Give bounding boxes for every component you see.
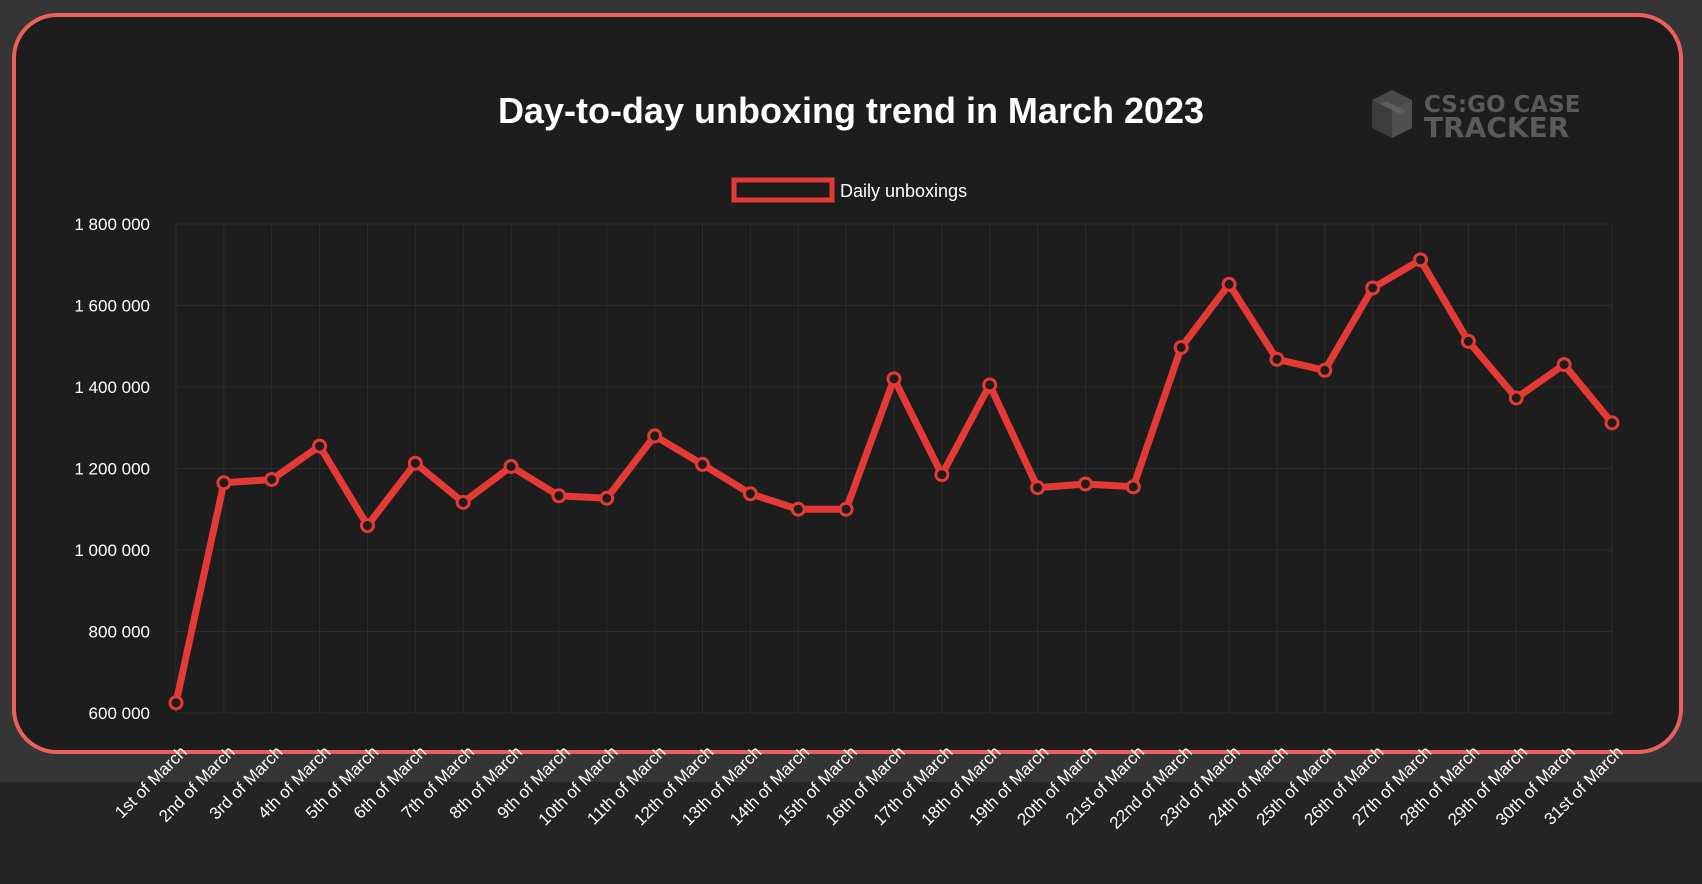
data-point xyxy=(1173,339,1189,355)
data-point xyxy=(647,428,663,444)
data-point xyxy=(599,490,615,506)
data-point xyxy=(359,518,375,534)
grid xyxy=(175,223,1613,714)
data-point xyxy=(216,475,232,491)
data-point xyxy=(1317,362,1333,378)
data-point xyxy=(407,455,423,471)
data-point xyxy=(934,467,950,483)
logo-line1: CS:GO CASE xyxy=(1424,92,1580,118)
legend-swatch xyxy=(731,177,835,203)
series-daily-unboxings xyxy=(168,252,1620,711)
data-point xyxy=(1365,280,1381,296)
data-point xyxy=(790,501,806,517)
data-point xyxy=(312,438,328,454)
y-tick-label: 1 800 000 xyxy=(74,215,150,234)
data-point xyxy=(1030,480,1046,496)
data-point xyxy=(1077,476,1093,492)
data-point xyxy=(982,377,998,393)
data-point xyxy=(1556,357,1572,373)
data-point xyxy=(455,494,471,510)
logo: CS:GO CASE TRACKER xyxy=(1372,90,1580,144)
y-tick-label: 1 400 000 xyxy=(74,378,150,397)
cube-box-icon xyxy=(1372,90,1412,138)
data-point xyxy=(503,458,519,474)
data-point xyxy=(168,695,184,711)
data-point xyxy=(742,486,758,502)
data-point xyxy=(1125,479,1141,495)
legend: Daily unboxings xyxy=(731,177,967,203)
y-tick-label: 1 600 000 xyxy=(74,297,150,316)
y-tick-label: 800 000 xyxy=(89,623,150,642)
chart-title: Day-to-day unboxing trend in March 2023 xyxy=(498,90,1204,131)
data-point xyxy=(1508,390,1524,406)
y-tick-label: 600 000 xyxy=(89,704,150,723)
y-tick-label: 1 000 000 xyxy=(74,541,150,560)
data-point xyxy=(1460,333,1476,349)
data-point xyxy=(886,371,902,387)
y-tick-label: 1 200 000 xyxy=(74,460,150,479)
data-point xyxy=(1221,276,1237,292)
logo-line2: TRACKER xyxy=(1424,111,1569,144)
data-point xyxy=(1269,351,1285,367)
data-point xyxy=(1413,252,1429,268)
data-point xyxy=(551,488,567,504)
data-point xyxy=(1604,415,1620,431)
data-point xyxy=(695,456,711,472)
legend-label: Daily unboxings xyxy=(840,181,967,201)
data-point xyxy=(838,501,854,517)
lower-band xyxy=(0,782,1702,884)
data-point xyxy=(264,472,280,488)
chart-card xyxy=(12,13,1683,754)
x-tick-label: 22nd of March xyxy=(1106,742,1196,832)
y-axis: 600 000 800 000 1 000 000 1 200 000 1 400 00… xyxy=(74,215,150,723)
